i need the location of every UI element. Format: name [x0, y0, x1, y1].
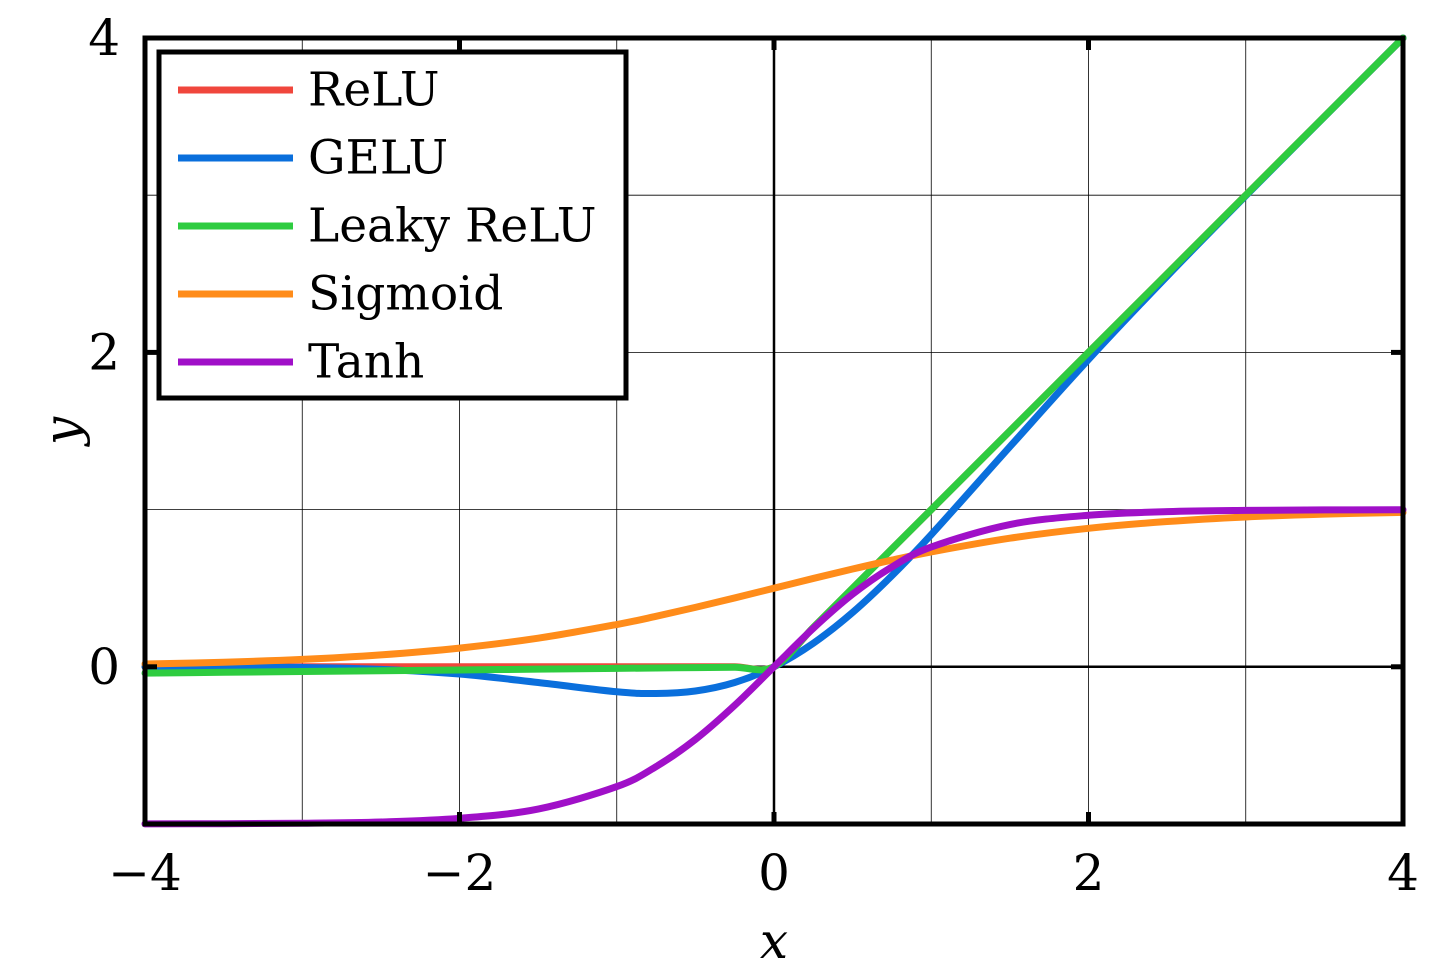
- legend: ReLU GELU Leaky ReLU Sigmoid Tanh: [156, 49, 629, 401]
- legend-label: Sigmoid: [308, 267, 503, 322]
- y-axis-label: y: [33, 416, 91, 447]
- x-tick-label: 2: [1073, 844, 1105, 902]
- tick-marks: [142, 35, 1406, 824]
- tick-labels: −4 −2 0 2 4 0 2 4: [88, 9, 1419, 902]
- x-axis-label: x: [760, 912, 788, 970]
- y-tick-label: 4: [88, 9, 120, 67]
- legend-label: ReLU: [308, 63, 439, 118]
- legend-label: Tanh: [308, 335, 424, 390]
- x-tick-label: 0: [758, 844, 790, 902]
- x-tick-label: −2: [423, 844, 497, 902]
- series-line-sigmoid: [141, 508, 1407, 668]
- y-tick-label: 0: [88, 638, 120, 696]
- y-tick-label: 2: [88, 323, 120, 381]
- x-tick-label: −4: [108, 844, 182, 902]
- x-tick-label: 4: [1387, 844, 1419, 902]
- legend-label: Leaky ReLU: [308, 199, 596, 254]
- legend-label: GELU: [308, 131, 448, 186]
